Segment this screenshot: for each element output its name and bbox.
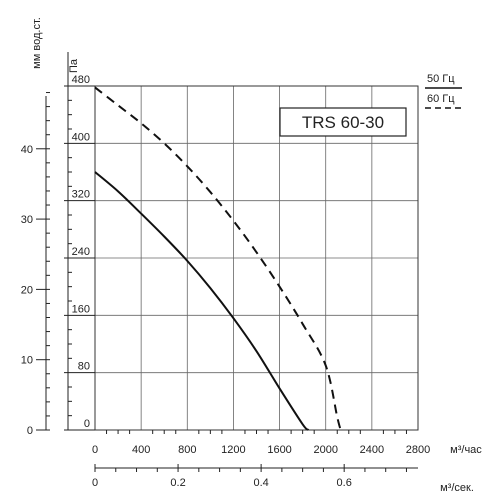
flow-sec-tick-label: 0.6: [337, 477, 352, 489]
series-line-60hz: [94, 86, 342, 431]
legend-label: 50 Гц: [427, 73, 455, 85]
series-line-50hz: [94, 171, 310, 431]
model-label-box: [279, 107, 407, 137]
mm-tick-label: 30: [21, 214, 33, 226]
pa-tick-label: 0: [84, 418, 90, 430]
flow-hour-tick-label: 1200: [221, 444, 245, 456]
axes: [36, 52, 418, 472]
pa-axis-label: Па: [68, 58, 80, 73]
mm-axis-label: мм вод.ст.: [31, 17, 43, 69]
flow-hour-tick-label: 800: [178, 444, 196, 456]
pa-tick-label: 80: [78, 361, 90, 373]
pa-tick-label: 160: [72, 303, 90, 315]
mm-tick-label: 20: [21, 284, 33, 296]
mm-tick-label: 0: [27, 425, 33, 437]
flow-hour-tick-label: 2800: [406, 444, 430, 456]
flow-sec-tick-label: 0.2: [170, 477, 185, 489]
flow-hour-tick-label: 2000: [313, 444, 337, 456]
flow-sec-axis-label: м³/сек.: [440, 482, 474, 494]
pa-tick-label: 480: [72, 74, 90, 86]
flow-hour-axis-label: м³/час: [450, 444, 482, 456]
flow-sec-tick-label: 0: [92, 477, 98, 489]
grid: [94, 85, 419, 431]
legend-label: 60 Гц: [427, 93, 455, 105]
flow-hour-tick-label: 1600: [267, 444, 291, 456]
pa-tick-label: 240: [72, 246, 90, 258]
flow-hour-tick-label: 0: [92, 444, 98, 456]
mm-tick-label: 40: [21, 144, 33, 156]
mm-tick-label: 10: [21, 355, 33, 367]
model-label: TRS 60-30: [302, 113, 384, 132]
flow-hour-tick-label: 400: [132, 444, 150, 456]
curves: [94, 86, 342, 431]
flow-sec-tick-label: 0.4: [253, 477, 268, 489]
pa-tick-label: 320: [72, 189, 90, 201]
pa-tick-label: 400: [72, 131, 90, 143]
flow-hour-tick-label: 2400: [360, 444, 384, 456]
